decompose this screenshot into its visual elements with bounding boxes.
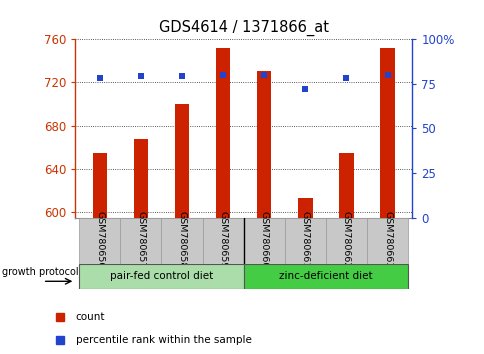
Text: pair-fed control diet: pair-fed control diet bbox=[110, 272, 212, 281]
Bar bbox=[243, 264, 408, 289]
Bar bbox=[79, 264, 243, 289]
Text: GSM780660: GSM780660 bbox=[259, 211, 268, 268]
Text: count: count bbox=[76, 312, 105, 322]
Text: GSM780659: GSM780659 bbox=[218, 211, 227, 268]
Bar bbox=[379, 47, 394, 218]
Text: GSM780661: GSM780661 bbox=[300, 211, 309, 268]
Bar bbox=[120, 218, 161, 264]
Bar bbox=[257, 72, 271, 218]
Bar bbox=[134, 139, 148, 218]
Bar bbox=[161, 218, 202, 264]
Bar bbox=[79, 218, 120, 264]
Text: GSM780656: GSM780656 bbox=[95, 211, 104, 268]
Bar bbox=[284, 218, 325, 264]
Title: GDS4614 / 1371866_at: GDS4614 / 1371866_at bbox=[158, 20, 328, 36]
Text: GSM780658: GSM780658 bbox=[177, 211, 186, 268]
Bar bbox=[175, 104, 189, 218]
Bar bbox=[339, 153, 353, 218]
Text: GSM780657: GSM780657 bbox=[136, 211, 145, 268]
Bar bbox=[298, 198, 312, 218]
Text: zinc-deficient diet: zinc-deficient diet bbox=[278, 272, 372, 281]
Bar bbox=[202, 218, 243, 264]
Bar bbox=[325, 218, 366, 264]
Text: GSM780662: GSM780662 bbox=[341, 211, 350, 268]
Text: percentile rank within the sample: percentile rank within the sample bbox=[76, 335, 251, 346]
Bar bbox=[215, 47, 230, 218]
Bar bbox=[366, 218, 408, 264]
Text: growth protocol: growth protocol bbox=[1, 267, 78, 277]
Bar bbox=[92, 153, 107, 218]
Text: GSM780663: GSM780663 bbox=[382, 211, 391, 269]
Bar bbox=[243, 218, 284, 264]
